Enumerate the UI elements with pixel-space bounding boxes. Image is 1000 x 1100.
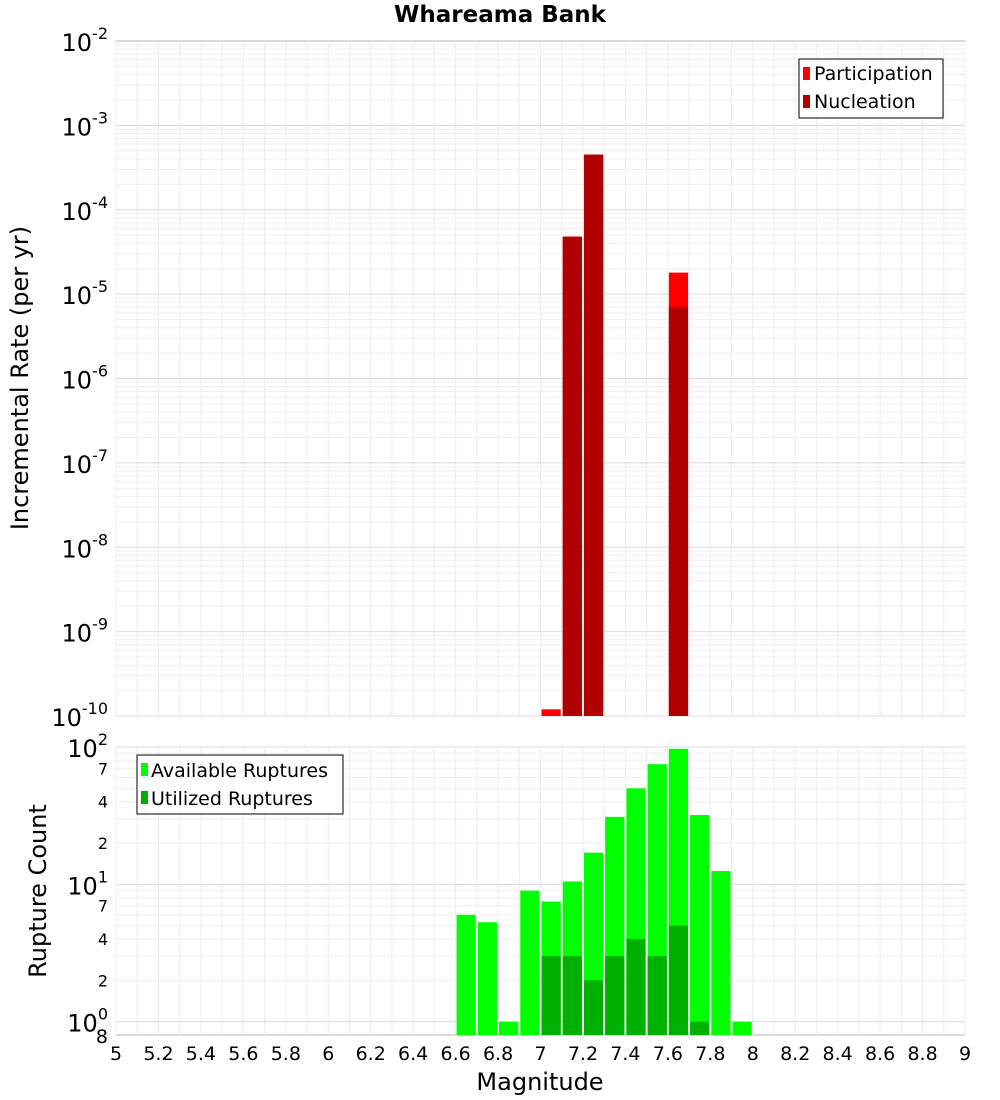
x-tick-label: 5.4 [186, 1043, 216, 1065]
x-tick-label: 8 [747, 1043, 759, 1065]
legend-swatch-utilized [141, 791, 148, 804]
bottom-y-minor-tick-label: 2 [98, 971, 108, 990]
x-tick-label: 8.4 [823, 1043, 853, 1065]
x-tick-label: 6.2 [356, 1043, 386, 1065]
x-tick-label: 6.6 [440, 1043, 470, 1065]
bar-available-ruptures-7.75 [690, 814, 710, 1035]
x-tick-label: 5.8 [271, 1043, 301, 1065]
bottom-legend: Available Ruptures Utilized Ruptures [136, 754, 344, 815]
bottom-bars [456, 748, 752, 1035]
x-tick-labels: 5 5.2 5.4 5.6 5.8 6 6.2 6.4 6.6 6.8 7 7.2 7.4 7.6 7.8 8… [110, 1043, 971, 1065]
top-y-tick-label: 10-3 [62, 108, 109, 141]
x-tick-label: 7.6 [653, 1043, 683, 1065]
top-y-tick-label: 10-6 [62, 362, 109, 395]
legend-label-participation: Participation [814, 63, 933, 85]
bar-utilized-ruptures-7.05 [541, 956, 561, 1035]
top-y-tick-label: 10-2 [62, 24, 109, 57]
top-y-tick-label: 10-4 [62, 193, 109, 226]
top-legend-box [798, 58, 944, 119]
bar-nucleation-7.15 [562, 236, 582, 716]
top-y-tick-label: 10-10 [51, 699, 108, 732]
bottom-y-tick-labels: 2 4 7 2 4 7 100 101 102 8 [67, 730, 108, 1048]
bar-available-ruptures-6.75 [477, 922, 498, 1035]
bar-available-ruptures-6.85 [499, 1021, 519, 1035]
x-tick-label: 7.8 [695, 1043, 725, 1065]
top-y-tick-label: 10-5 [62, 277, 109, 310]
x-tick-label: 5.6 [228, 1043, 258, 1065]
top-y-tick-label: 10-8 [62, 530, 109, 563]
bar-utilized-ruptures-7.45 [626, 939, 646, 1035]
chart-title: Whareama Bank [394, 2, 607, 28]
x-tick-label: 8.8 [907, 1043, 937, 1065]
top-y-tick-labels: 10-10 10-9 10-8 10-7 10-6 10-5 10-4 10-3 10-2 [51, 24, 108, 732]
bottom-y-minor-tick-label: 4 [98, 930, 108, 949]
bar-available-ruptures-7.95 [732, 1021, 752, 1035]
bar-utilized-ruptures-7.55 [647, 956, 667, 1035]
x-tick-label: 8.2 [780, 1043, 810, 1065]
legend-label-nucleation: Nucleation [814, 91, 916, 113]
bar-available-ruptures-6.95 [520, 890, 540, 1035]
bottom-y-minor-tick-label: 7 [98, 759, 108, 778]
bar-utilized-ruptures-7.75 [690, 1021, 710, 1035]
bar-utilized-ruptures-7.65 [668, 925, 689, 1035]
legend-label-utilized: Utilized Ruptures [151, 788, 313, 810]
bottom-y-power-label: 102 [67, 730, 108, 763]
x-tick-label: 7.2 [568, 1043, 598, 1065]
x-tick-label: 5.2 [143, 1043, 173, 1065]
bar-utilized-ruptures-7.25 [583, 980, 604, 1035]
x-axis-label: Magnitude [476, 1068, 603, 1096]
x-tick-label: 7 [534, 1043, 546, 1065]
x-tick-label: 5 [110, 1043, 122, 1065]
x-tick-label: 6.4 [398, 1043, 428, 1065]
bar-nucleation-7.25 [583, 154, 604, 716]
bar-available-ruptures-6.65 [456, 914, 476, 1035]
top-bars [541, 154, 689, 716]
bottom-legend-box [136, 754, 344, 815]
x-tick-label: 6 [322, 1043, 334, 1065]
bar-nucleation-7.65 [668, 307, 689, 716]
bottom-y-bottom-label: 8 [96, 1026, 108, 1048]
x-tick-label: 6.8 [483, 1043, 513, 1065]
bottom-y-minor-tick-label: 7 [98, 897, 108, 916]
legend-swatch-participation [803, 67, 810, 80]
legend-label-available: Available Ruptures [151, 760, 328, 782]
legend-swatch-available [141, 763, 148, 776]
bar-available-ruptures-7.85 [711, 871, 731, 1035]
bottom-y-power-label: 100 [67, 1005, 108, 1038]
legend-swatch-nucleation [803, 95, 810, 108]
top-y-axis-label: Incremental Rate (per yr) [6, 226, 34, 530]
top-y-tick-label: 10-7 [62, 446, 109, 479]
bottom-y-minor-tick-label: 4 [98, 793, 108, 812]
x-tick-label: 7.4 [610, 1043, 640, 1065]
bar-participation-7.05 [541, 709, 561, 716]
top-gridlines [115, 41, 966, 717]
bottom-y-power-label: 101 [67, 867, 108, 900]
bar-utilized-ruptures-7.15 [562, 956, 582, 1035]
bottom-y-axis-label: Rupture Count [24, 804, 52, 978]
x-tick-label: 9 [959, 1043, 971, 1065]
top-y-tick-label: 10-9 [62, 615, 109, 648]
bar-utilized-ruptures-7.35 [605, 956, 625, 1035]
x-tick-label: 8.6 [865, 1043, 895, 1065]
top-legend: Participation Nucleation [798, 58, 944, 119]
bottom-y-minor-tick-label: 2 [98, 834, 108, 853]
